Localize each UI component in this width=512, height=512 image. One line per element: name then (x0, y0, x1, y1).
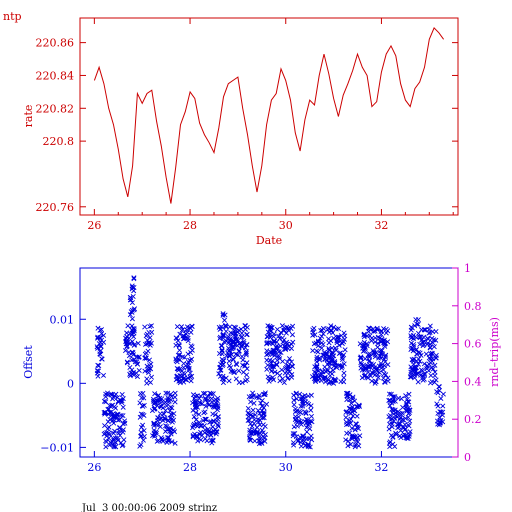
offset-point-cluster (122, 323, 142, 380)
offset-point-cluster (173, 323, 195, 386)
offset-point-cluster (220, 311, 229, 328)
bottom-y-axis-label: Offset (22, 345, 35, 379)
offset-point-cluster (407, 323, 439, 386)
bottom-y2-tick-label: 0.2 (464, 413, 482, 426)
offset-point-cluster (245, 390, 270, 447)
top-x-tick-label: 28 (183, 219, 197, 232)
bottom-y2-tick-label: 0.6 (464, 338, 482, 351)
offset-point-cluster (137, 390, 147, 449)
top-y-axis-label: rate (22, 105, 35, 128)
top-x-tick-label: 32 (374, 219, 388, 232)
rate-series-line (93, 27, 445, 204)
top-x-tick-label: 30 (279, 219, 293, 232)
footer-timestamp: Jul 3 00:00:06 2009 strinz (81, 503, 217, 512)
offset-point-cluster (434, 384, 446, 428)
top-y-tick-label: 220.8 (43, 135, 75, 148)
top-x-axis-label: Date (256, 234, 282, 247)
bottom-x-tick-label: 28 (183, 461, 197, 474)
bottom-y-tick-label: 0.01 (50, 313, 75, 326)
top-axis-ticks: 26 28 30 32 220.76 220.8 220.82 220.84 220.86 (36, 18, 458, 232)
bottom-y-tick-label: 0 (67, 377, 74, 390)
bottom-x-tick-label: 26 (87, 461, 101, 474)
offset-point-cluster (94, 325, 107, 379)
bottom-y2-tick-label: 0.8 (464, 300, 482, 313)
top-chart-title: ntp (3, 10, 22, 23)
top-y-tick-label: 220.86 (36, 37, 75, 50)
offset-point-cluster (413, 317, 421, 327)
offset-point-cluster (101, 390, 128, 450)
top-x-tick-label: 26 (87, 219, 101, 232)
bottom-x-tick-label: 32 (374, 461, 388, 474)
bottom-y2-tick-label: 0.4 (464, 375, 482, 388)
offset-point-cluster (357, 325, 391, 386)
offset-point-cluster (127, 275, 138, 322)
offset-point-cluster (216, 323, 250, 386)
bottom-y2-tick-label: 0 (464, 451, 471, 464)
offset-point-cluster (343, 390, 363, 450)
offset-point-cluster (264, 323, 296, 386)
bottom-y2-tick-label: 1 (464, 262, 471, 275)
offset-point-cluster (309, 323, 348, 386)
top-plot-frame (79, 17, 459, 216)
bottom-axis-ticks: 26 28 30 32 −0.01 0 0.01 0 0.2 0.4 0.6 0.8 1 (40, 262, 481, 474)
top-y-tick-label: 220.84 (36, 69, 75, 82)
offset-point-cluster (190, 390, 221, 446)
offset-point-cluster (290, 390, 315, 450)
top-y-tick-label: 220.76 (36, 201, 75, 214)
offset-scatter-points (94, 275, 446, 450)
offset-point-cluster (149, 390, 178, 446)
offset-point-cluster (386, 391, 413, 450)
top-y-tick-label: 220.82 (36, 102, 75, 115)
bottom-x-tick-label: 30 (279, 461, 293, 474)
bottom-y-tick-label: −0.01 (40, 441, 74, 454)
bottom-y2-axis-label: rnd–trip(ms) (488, 317, 501, 387)
offset-point-cluster (142, 323, 155, 386)
